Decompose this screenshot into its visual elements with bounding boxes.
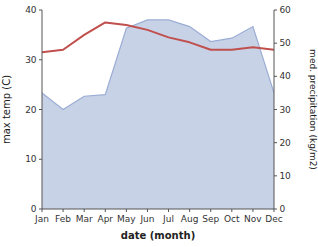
x-tick — [105, 209, 106, 212]
y-tick — [39, 59, 42, 60]
area-line — [42, 20, 274, 110]
y2-tick-label: 20 — [279, 138, 291, 148]
y2-tick — [274, 76, 277, 77]
line — [42, 22, 274, 52]
x-tick — [84, 209, 85, 212]
y-tick-label: 20 — [25, 105, 37, 115]
x-tick-label: Apr — [97, 214, 113, 224]
chart: JanFebMarAprMayJunJulAugSepOctNovDec0102… — [0, 0, 318, 247]
x-tick-label: Dec — [265, 214, 282, 224]
x-tick-label: Sep — [202, 214, 219, 224]
y-tick-label: 30 — [25, 55, 37, 65]
y2-tick — [274, 10, 277, 11]
y-tick-label: 10 — [25, 154, 37, 164]
y2-tick-label: 0 — [279, 204, 285, 214]
x-tick-label: Feb — [55, 214, 71, 224]
x-axis-label: date (month) — [121, 230, 195, 241]
x-tick-label: May — [117, 214, 136, 224]
x-tick-label: Nov — [244, 214, 262, 224]
y2-tick-label: 50 — [279, 38, 291, 48]
x-tick-label: Jul — [162, 214, 174, 224]
y2-tick — [274, 43, 277, 44]
x-tick — [231, 209, 232, 212]
y2-tick-label: 30 — [279, 105, 291, 115]
x-tick — [63, 209, 64, 212]
y2-axis-label: med. precipitation (kg/m2) — [308, 49, 318, 170]
x-tick-label: Oct — [224, 214, 240, 224]
y-axis-label: max temp (C) — [1, 75, 12, 144]
y-tick — [39, 10, 42, 11]
y2-tick-label: 60 — [279, 5, 291, 15]
x-tick-label: Jan — [34, 214, 49, 224]
plot-area — [42, 20, 274, 209]
x-tick — [126, 209, 127, 212]
y-tick — [39, 209, 42, 210]
x-tick-label: Aug — [181, 214, 199, 224]
y2-tick-label: 10 — [279, 171, 291, 181]
y2-tick — [274, 209, 277, 210]
y-tick-label: 40 — [25, 5, 37, 15]
y2-tick — [274, 175, 277, 176]
x-tick — [168, 209, 169, 212]
x-tick-label: Mar — [76, 214, 93, 224]
x-tick — [189, 209, 190, 212]
x-axis — [42, 209, 274, 210]
y-tick — [39, 109, 42, 110]
x-tick — [252, 209, 253, 212]
area-fill — [42, 20, 274, 209]
x-tick — [210, 209, 211, 212]
y2-tick — [274, 109, 277, 110]
x-tick — [147, 209, 148, 212]
x-tick-label: Jun — [139, 214, 154, 224]
y2-tick — [274, 142, 277, 143]
y2-tick-label: 40 — [279, 71, 291, 81]
y-tick — [39, 159, 42, 160]
y-tick-label: 0 — [31, 204, 37, 214]
